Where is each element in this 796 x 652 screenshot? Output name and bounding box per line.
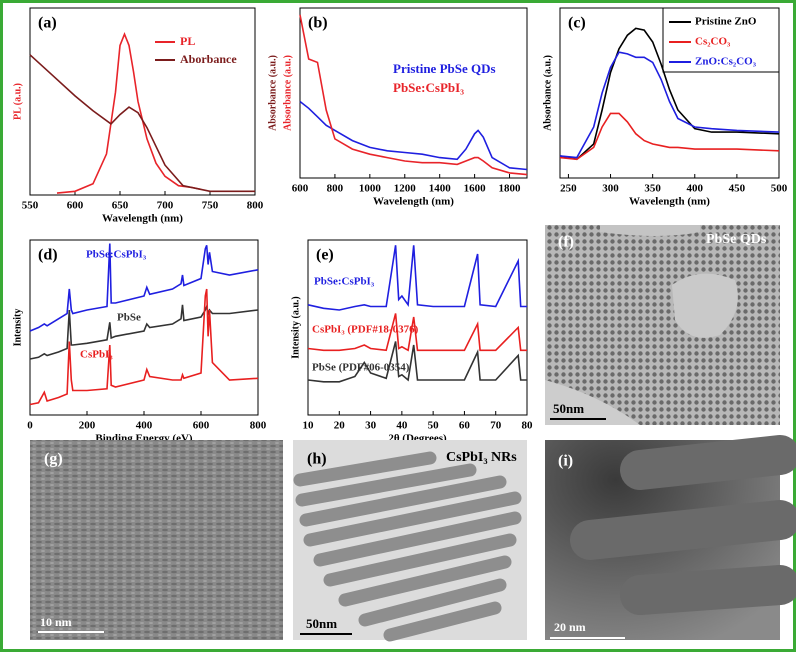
x-tick-label: 400: [136, 420, 153, 432]
x-tick-label: 650: [112, 200, 129, 212]
scale-bar-label: 10 nm: [40, 615, 72, 629]
series-line: [299, 100, 528, 171]
legend-label: Pristine PbSe QDs: [393, 61, 496, 76]
x-axis-label: Wavelength (nm): [102, 213, 183, 225]
panel-label: (i): [558, 453, 573, 470]
image-caption: CsPbI₃ NRs: [446, 450, 517, 465]
x-tick-label: 50: [428, 420, 440, 432]
x-tick-label: 20: [334, 420, 346, 432]
plot-frame: [307, 239, 528, 416]
legend-frame: [662, 7, 780, 73]
series-label: CsPbI₃: [80, 349, 113, 361]
x-tick-label: 500: [771, 183, 788, 195]
x-tick-label: 30: [365, 420, 377, 432]
series-line: [307, 245, 527, 311]
scale-bar-label: 20 nm: [554, 620, 586, 634]
x-axis-label: Wavelength (nm): [373, 196, 454, 208]
series-line: [299, 14, 528, 176]
series-line: [559, 112, 780, 161]
x-tick-label: 1000: [359, 183, 382, 195]
legend-label: Aborbance: [180, 52, 237, 66]
scale-bar-label: 50nm: [306, 616, 337, 631]
micrograph-void: [672, 273, 738, 338]
panel-label: (d): [38, 247, 58, 264]
x-tick-label: 800: [247, 200, 264, 212]
panel-label: (e): [316, 247, 334, 264]
x-tick-label: 800: [250, 420, 267, 432]
y-axis-label: Intensity (a.u.): [290, 296, 301, 359]
y-axis-label: PL (a.u.): [12, 83, 23, 120]
micrograph: [30, 440, 283, 640]
series-label: PbSe (PDF#06-0354): [312, 362, 410, 374]
x-tick-label: 450: [729, 183, 746, 195]
x-tick-label: 550: [22, 200, 39, 212]
x-tick-label: 700: [157, 200, 174, 212]
series-label: PbSe:CsPbI₃: [314, 276, 375, 288]
series-label: CsPbI₃ (PDF#18-0376): [312, 324, 419, 336]
x-tick-label: 750: [202, 200, 219, 212]
legend-label: PbSe:CsPbI₃: [393, 80, 464, 95]
panel-label: (b): [308, 15, 328, 32]
series-label: PbSe:CsPbI₃: [86, 249, 147, 261]
series-line: [559, 51, 780, 159]
x-tick-label: 250: [560, 183, 577, 195]
scale-bar-label: 50nm: [553, 401, 584, 416]
y-axis-label: Intensity: [12, 309, 23, 347]
plot-frame: [299, 7, 528, 179]
x-tick-label: 1800: [499, 183, 522, 195]
series-line: [56, 32, 202, 194]
x-tick-label: 10: [303, 420, 315, 432]
x-axis-label: Wavelength (nm): [629, 196, 710, 208]
series-line: [307, 313, 527, 352]
x-tick-label: 60: [459, 420, 471, 432]
x-tick-label: 0: [27, 420, 33, 432]
x-tick-label: 600: [292, 183, 309, 195]
x-tick-label: 70: [490, 420, 502, 432]
x-tick-label: 80: [522, 420, 534, 432]
legend-label: Cs₂CO₃: [695, 36, 731, 48]
x-tick-label: 600: [67, 200, 84, 212]
series-label: PbSe: [117, 312, 141, 324]
y-axis-label: Absorbance (a.u.): [267, 55, 278, 131]
panel-label: (h): [307, 451, 327, 468]
micrograph-void: [545, 380, 640, 425]
image-i: (i) 20 nm: [545, 435, 796, 640]
panel-label: (a): [38, 15, 57, 32]
series-line: [29, 288, 259, 406]
x-tick-label: 300: [602, 183, 619, 195]
nanorods: [293, 451, 522, 642]
plot-frame: [29, 7, 256, 196]
x-tick-label: 1600: [464, 183, 487, 195]
series-line: [559, 27, 780, 161]
x-tick-label: 350: [644, 183, 661, 195]
image-h: (h) CsPbI₃ NRs 50nm: [293, 440, 527, 642]
legend-label: Pristine ZnO: [695, 16, 757, 28]
series-line: [29, 243, 259, 332]
legend-label: ZnO:Cs₂CO₃: [695, 56, 757, 68]
legend-label: PL: [180, 34, 195, 48]
panel-label: (g): [44, 451, 63, 468]
y-axis-label: Absorbance (a.u.): [542, 55, 553, 131]
image-caption: PbSe QDs: [706, 232, 767, 247]
panel-label: (c): [568, 15, 586, 32]
nanorods: [570, 435, 796, 615]
micrograph-texture: [545, 225, 780, 425]
x-tick-label: 800: [327, 183, 344, 195]
panel-label: (f): [558, 234, 574, 251]
series-line: [307, 341, 527, 383]
x-tick-label: 200: [79, 420, 96, 432]
x-tick-label: 1400: [429, 183, 452, 195]
image-f: (f) PbSe QDs 50nm: [545, 225, 780, 425]
x-tick-label: 400: [687, 183, 704, 195]
series-line: [29, 54, 255, 193]
image-g: (g) 10 nm: [30, 440, 283, 640]
micrograph-void: [600, 225, 700, 236]
y-axis-label: Absorbance (a.u.): [282, 55, 293, 131]
x-tick-label: 1200: [394, 183, 417, 195]
x-tick-label: 40: [396, 420, 408, 432]
x-tick-label: 600: [193, 420, 210, 432]
